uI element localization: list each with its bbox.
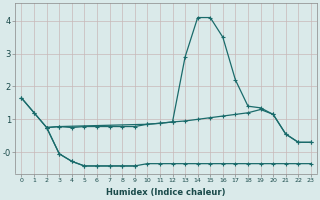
X-axis label: Humidex (Indice chaleur): Humidex (Indice chaleur) [107, 188, 226, 197]
